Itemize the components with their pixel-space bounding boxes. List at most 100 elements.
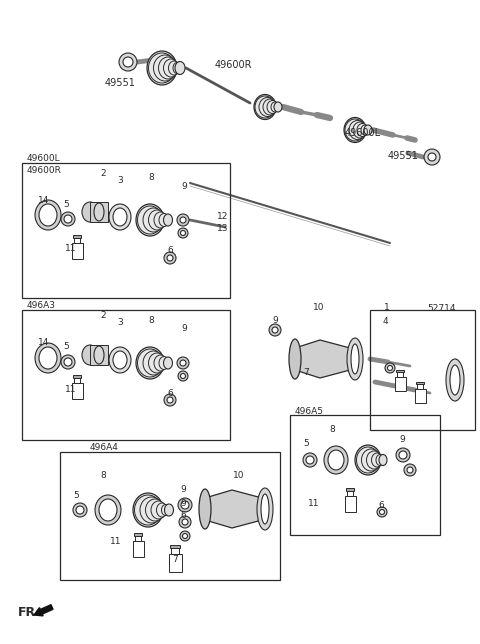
Circle shape [177,357,189,369]
Circle shape [404,464,416,476]
Bar [135,536,141,541]
Text: 496A5: 496A5 [295,408,324,417]
Text: 4: 4 [383,316,389,325]
Circle shape [180,217,186,223]
Bar [396,370,404,372]
Ellipse shape [145,499,165,521]
Circle shape [269,324,281,336]
Text: 8: 8 [329,426,335,435]
Ellipse shape [147,51,177,85]
Bar [132,541,144,557]
Circle shape [387,366,393,370]
Ellipse shape [151,501,166,519]
Text: 8: 8 [148,173,154,182]
Ellipse shape [164,357,172,369]
Ellipse shape [254,95,276,120]
Ellipse shape [355,445,381,475]
Ellipse shape [351,344,359,374]
Text: 5: 5 [73,491,79,500]
Text: FR.: FR. [18,605,41,618]
Ellipse shape [361,449,381,471]
Bar [90,345,108,365]
Polygon shape [205,490,262,528]
Ellipse shape [361,125,369,135]
Text: 9: 9 [181,182,187,191]
Text: 52714: 52714 [427,303,456,312]
Circle shape [182,533,188,538]
Ellipse shape [173,62,181,73]
Ellipse shape [267,100,278,113]
Circle shape [424,149,440,165]
Text: 9: 9 [399,435,405,444]
Text: 6: 6 [167,245,173,254]
Text: 11: 11 [308,498,320,507]
Ellipse shape [263,99,277,115]
Text: 5: 5 [63,200,69,209]
Ellipse shape [136,347,164,379]
Ellipse shape [450,365,460,395]
Ellipse shape [357,124,368,137]
Text: 5: 5 [303,439,309,448]
Circle shape [178,498,192,512]
Circle shape [399,451,407,459]
Ellipse shape [372,453,383,467]
Text: 11: 11 [110,538,121,547]
Ellipse shape [137,349,163,377]
Bar [134,533,142,536]
FancyArrow shape [34,605,53,616]
Bar [74,238,80,243]
Ellipse shape [345,119,365,141]
Bar [72,383,83,399]
Ellipse shape [379,455,387,466]
Ellipse shape [158,57,178,79]
Text: 7: 7 [303,368,309,377]
Ellipse shape [289,339,301,379]
Text: 49551: 49551 [105,78,136,88]
Circle shape [180,231,185,236]
Circle shape [73,503,87,517]
Circle shape [123,57,133,67]
Circle shape [180,374,185,379]
Text: 6: 6 [180,511,186,520]
Circle shape [178,228,188,238]
Circle shape [164,252,176,264]
Ellipse shape [156,503,168,517]
Ellipse shape [175,61,185,75]
Circle shape [167,255,173,261]
Text: 13: 13 [217,223,228,232]
Ellipse shape [164,214,172,226]
Ellipse shape [159,357,169,370]
Circle shape [303,453,317,467]
Circle shape [167,397,173,403]
Ellipse shape [168,61,180,75]
Ellipse shape [136,204,164,236]
Text: 7: 7 [172,556,178,565]
Ellipse shape [109,204,131,230]
Bar [416,382,424,384]
Ellipse shape [140,497,163,523]
Bar [417,384,423,389]
Ellipse shape [143,208,164,232]
Text: 8: 8 [148,316,154,325]
Text: 496A4: 496A4 [90,442,119,451]
Ellipse shape [349,120,366,140]
Text: 12: 12 [217,211,228,220]
Ellipse shape [94,203,104,221]
Circle shape [61,355,75,369]
Circle shape [182,519,188,525]
Ellipse shape [199,489,211,529]
Ellipse shape [82,202,98,222]
Circle shape [76,506,84,514]
Circle shape [385,363,395,373]
Ellipse shape [271,102,279,112]
Ellipse shape [133,493,163,527]
Ellipse shape [347,338,363,380]
Ellipse shape [376,455,384,466]
Ellipse shape [148,353,166,373]
Ellipse shape [39,347,57,369]
Ellipse shape [35,343,61,373]
Bar [73,236,81,238]
Ellipse shape [39,204,57,226]
Circle shape [181,501,189,509]
Ellipse shape [364,125,372,135]
